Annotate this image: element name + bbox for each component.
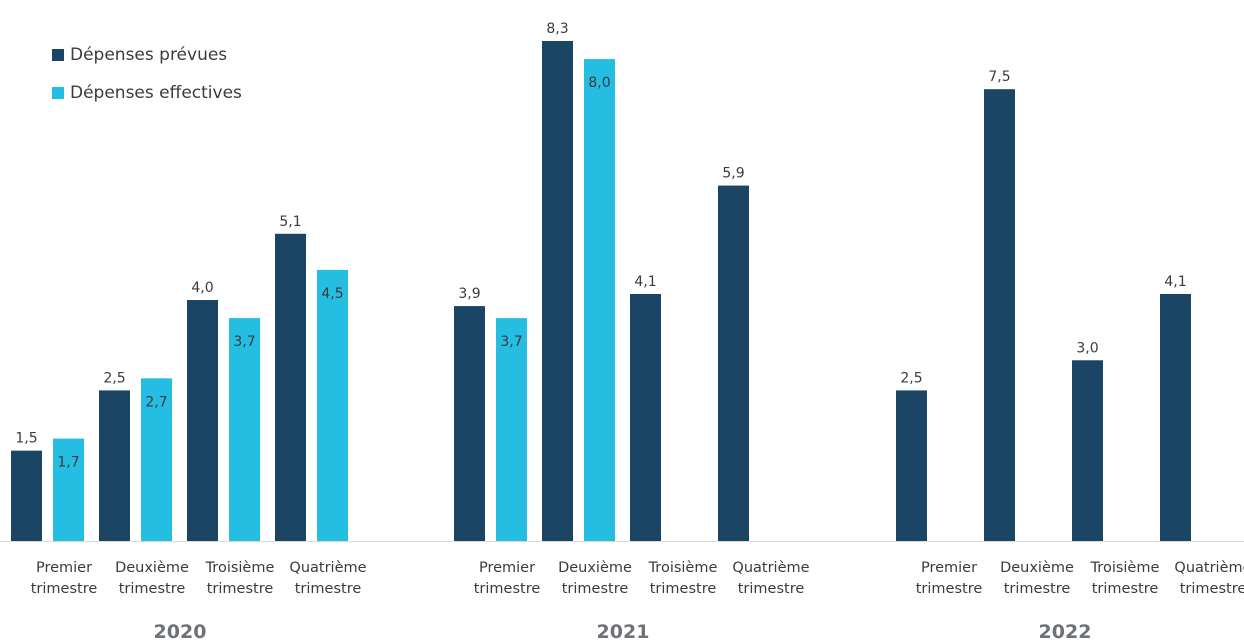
legend-label-actual: Dépenses effectives bbox=[70, 83, 242, 103]
bar-actual-2021-q2 bbox=[584, 59, 615, 541]
tick-label-2021-q4-line2: trimestre bbox=[738, 581, 805, 597]
year-label-2020: 2020 bbox=[154, 621, 207, 642]
bar-actual-2020-q4 bbox=[317, 269, 348, 541]
data-label-actual-2021-q2: 8,0 bbox=[588, 75, 610, 91]
tick-label-2022-q3-line1: Troisième bbox=[1090, 560, 1160, 576]
tick-label-2020-q1-line2: trimestre bbox=[31, 581, 98, 597]
tick-label-2020-q4-line2: trimestre bbox=[295, 581, 362, 597]
tick-label-2020-q4-line1: Quatrième bbox=[289, 560, 366, 576]
bar-actual-2020-q3 bbox=[229, 318, 260, 541]
data-label-actual-2020-q1: 1,7 bbox=[57, 455, 79, 471]
tick-label-2021-q2-line2: trimestre bbox=[562, 581, 629, 597]
bar-planned-2022-q1 bbox=[896, 390, 927, 541]
tick-label-2022-q1-line2: trimestre bbox=[916, 581, 983, 597]
legend-swatch-planned bbox=[52, 49, 64, 61]
tick-label-2022-q4-line1: Quatrième bbox=[1174, 560, 1244, 576]
bar-actual-2020-q1 bbox=[53, 438, 84, 541]
bar-planned-2022-q4 bbox=[1160, 294, 1191, 541]
tick-label-2020-q3-line1: Troisième bbox=[205, 560, 275, 576]
data-label-planned-2022-q3: 3,0 bbox=[1076, 340, 1098, 356]
data-label-actual-2020-q2: 2,7 bbox=[145, 394, 167, 410]
tick-label-2021-q3-line1: Troisième bbox=[648, 560, 718, 576]
data-label-planned-2022-q2: 7,5 bbox=[988, 69, 1010, 85]
data-label-planned-2022-q1: 2,5 bbox=[900, 370, 922, 386]
bar-actual-2020-q2 bbox=[141, 378, 172, 541]
tick-label-2021-q4-line1: Quatrième bbox=[732, 560, 809, 576]
bar-planned-2021-q1 bbox=[454, 306, 485, 541]
legend-label-planned: Dépenses prévues bbox=[70, 45, 228, 65]
legend-item-planned: Dépenses prévues bbox=[52, 36, 242, 74]
data-label-planned-2021-q2: 8,3 bbox=[546, 21, 568, 37]
tick-label-2022-q1-line1: Premier bbox=[921, 560, 977, 576]
data-label-planned-2020-q1: 1,5 bbox=[15, 431, 37, 447]
tick-label-2022-q2-line2: trimestre bbox=[1004, 581, 1071, 597]
legend-swatch-actual bbox=[52, 87, 64, 99]
bar-planned-2021-q4 bbox=[718, 185, 749, 541]
bar-planned-2020-q2 bbox=[99, 390, 130, 541]
data-label-planned-2020-q2: 2,5 bbox=[103, 370, 125, 386]
tick-label-2021-q1-line1: Premier bbox=[479, 560, 535, 576]
tick-label-2020-q2-line2: trimestre bbox=[119, 581, 186, 597]
bar-actual-2021-q1 bbox=[496, 318, 527, 541]
legend: Dépenses prévues Dépenses effectives bbox=[52, 36, 242, 112]
bar-planned-2021-q3 bbox=[630, 294, 661, 541]
data-label-planned-2021-q1: 3,9 bbox=[458, 286, 480, 302]
data-label-planned-2020-q4: 5,1 bbox=[279, 214, 301, 230]
data-label-planned-2021-q4: 5,9 bbox=[722, 166, 744, 182]
tick-label-2022-q2-line1: Deuxième bbox=[1000, 560, 1074, 576]
tick-label-2021-q3-line2: trimestre bbox=[650, 581, 717, 597]
tick-label-2021-q2-line1: Deuxième bbox=[558, 560, 632, 576]
data-label-planned-2021-q3: 4,1 bbox=[634, 274, 656, 290]
bar-planned-2022-q3 bbox=[1072, 360, 1103, 541]
year-label-2021: 2021 bbox=[597, 621, 650, 642]
legend-item-actual: Dépenses effectives bbox=[52, 74, 242, 112]
tick-label-2021-q1-line2: trimestre bbox=[474, 581, 541, 597]
year-label-2022: 2022 bbox=[1039, 621, 1092, 642]
bar-planned-2020-q1 bbox=[11, 450, 42, 541]
data-label-planned-2020-q3: 4,0 bbox=[191, 280, 213, 296]
tick-label-2020-q3-line2: trimestre bbox=[207, 581, 274, 597]
bar-planned-2022-q2 bbox=[984, 89, 1015, 541]
tick-label-2020-q2-line1: Deuxième bbox=[115, 560, 189, 576]
data-label-actual-2021-q1: 3,7 bbox=[500, 334, 522, 350]
tick-label-2020-q1-line1: Premier bbox=[36, 560, 92, 576]
bar-planned-2020-q3 bbox=[187, 300, 218, 541]
tick-label-2022-q4-line2: trimestre bbox=[1180, 581, 1244, 597]
bar-planned-2020-q4 bbox=[275, 233, 306, 541]
tick-label-2022-q3-line2: trimestre bbox=[1092, 581, 1159, 597]
bar-planned-2021-q2 bbox=[542, 41, 573, 541]
data-label-actual-2020-q4: 4,5 bbox=[321, 286, 343, 302]
data-label-actual-2020-q3: 3,7 bbox=[233, 334, 255, 350]
data-label-planned-2022-q4: 4,1 bbox=[1164, 274, 1186, 290]
